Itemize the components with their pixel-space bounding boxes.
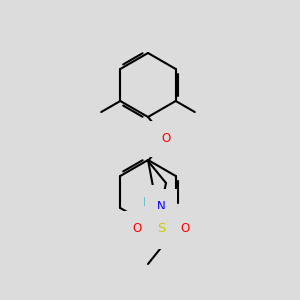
Text: S: S xyxy=(157,223,165,236)
Text: N: N xyxy=(157,200,165,214)
Text: O: O xyxy=(161,133,171,146)
Text: O: O xyxy=(132,223,142,236)
Text: H: H xyxy=(142,196,152,209)
Text: O: O xyxy=(180,223,190,236)
